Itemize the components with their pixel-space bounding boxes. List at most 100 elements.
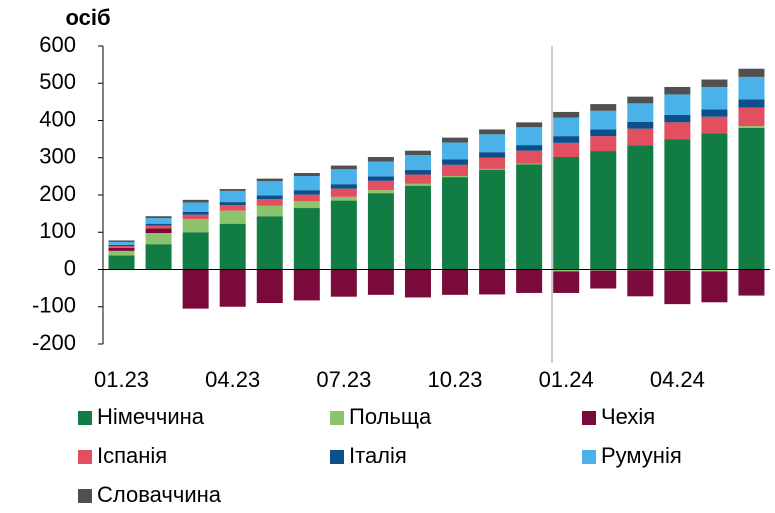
bar-segment [553, 142, 580, 158]
bar-segment [701, 133, 728, 270]
bar-segment [404, 150, 431, 156]
bar-segment [553, 111, 580, 118]
x-tick-label: 10.23 [427, 367, 482, 392]
bar-segment [293, 176, 320, 191]
bar-segment [256, 181, 283, 196]
bar-segment [256, 195, 283, 200]
bar-segment [145, 216, 172, 219]
bar-segment [442, 164, 469, 177]
bar-segment [330, 269, 357, 297]
bar-segment [145, 223, 172, 226]
bar-segment [516, 164, 543, 270]
x-tick-label: 01.23 [94, 367, 149, 392]
y-tick-label: 600 [39, 32, 76, 57]
y-tick-label: 100 [39, 218, 76, 243]
legend-swatch [330, 450, 344, 464]
bar-segment [627, 96, 654, 104]
bar-segment [182, 214, 209, 220]
bar-segment [367, 269, 394, 295]
bar-segment [738, 76, 765, 100]
bar-segment [256, 216, 283, 270]
bar-segment [404, 174, 431, 184]
bar-segment [664, 114, 691, 123]
legend-label: Іспанія [97, 443, 167, 468]
bar-segment [367, 161, 394, 177]
bar-segment [553, 117, 580, 137]
bar-segment [590, 269, 617, 271]
bar-segment [590, 104, 617, 111]
legend-label: Словаччина [97, 482, 222, 507]
bar-segment [590, 270, 617, 289]
bar-segment [145, 232, 172, 245]
bar-segment [219, 269, 246, 307]
bar-segment [145, 218, 172, 224]
bar-segment [516, 127, 543, 146]
bar-segment [256, 269, 283, 304]
bar-segment [701, 86, 728, 110]
legend-swatch [582, 411, 596, 425]
bar-segment [219, 190, 246, 203]
bar-segment [479, 134, 506, 153]
bar-segment [256, 205, 283, 217]
bar-segment [367, 190, 394, 194]
y-tick-label: -100 [32, 293, 76, 318]
legend-label: Італія [349, 443, 407, 468]
y-tick-label: 500 [39, 69, 76, 94]
bar-segment [479, 169, 506, 270]
chart-title: осіб [65, 5, 110, 30]
bar-segment [367, 180, 394, 191]
legend-label: Чехія [601, 404, 655, 429]
bar-segment [627, 270, 654, 297]
bar-segment [701, 79, 728, 87]
bar-segment [442, 159, 469, 165]
legend-swatch [582, 450, 596, 464]
y-tick-label: -200 [32, 330, 76, 355]
bar-segment [516, 269, 543, 293]
bar-segment [219, 223, 246, 270]
bar-segment [590, 151, 617, 270]
bar-segment [330, 196, 357, 201]
bar-segment [293, 201, 320, 209]
bar-segment [108, 241, 135, 245]
bar-segment [219, 205, 246, 211]
bar-segment [516, 150, 543, 164]
bar-segment [664, 94, 691, 115]
bar-segment [664, 139, 691, 270]
bar-segment [627, 128, 654, 146]
bar-segment [701, 269, 728, 272]
bar-segment [404, 155, 431, 171]
y-tick-label: 0 [64, 255, 76, 280]
bar-segment [553, 271, 580, 293]
bar-segment [219, 189, 246, 191]
bar-segment [145, 228, 172, 233]
bar-segment [738, 126, 765, 128]
legend-swatch [78, 489, 92, 503]
bar-segment [256, 199, 283, 206]
bar-segment [738, 68, 765, 77]
bar-segment [627, 103, 654, 122]
bar-segment [516, 163, 543, 165]
bar-segment [590, 136, 617, 152]
bar-segment [108, 240, 135, 242]
bar-segment [553, 136, 580, 143]
bar-segment [293, 190, 320, 195]
bar-segment [367, 176, 394, 181]
bar-segment [182, 219, 209, 233]
bar-segment [516, 145, 543, 151]
bar-segment [330, 184, 357, 189]
bar-segment [479, 157, 506, 169]
bar-segment [738, 127, 765, 270]
x-tick-label: 01.24 [539, 367, 594, 392]
bar-segment [516, 122, 543, 128]
bar-segment [330, 169, 357, 185]
bar-segment [627, 145, 654, 270]
bar-segment [182, 269, 209, 309]
bar-segment [404, 183, 431, 186]
bar-segment [442, 177, 469, 270]
legend-swatch [78, 450, 92, 464]
bar-segment [108, 255, 135, 270]
bar-segment [664, 122, 691, 140]
bar-segment [182, 232, 209, 270]
bar-segment [442, 269, 469, 295]
legend-swatch [330, 411, 344, 425]
